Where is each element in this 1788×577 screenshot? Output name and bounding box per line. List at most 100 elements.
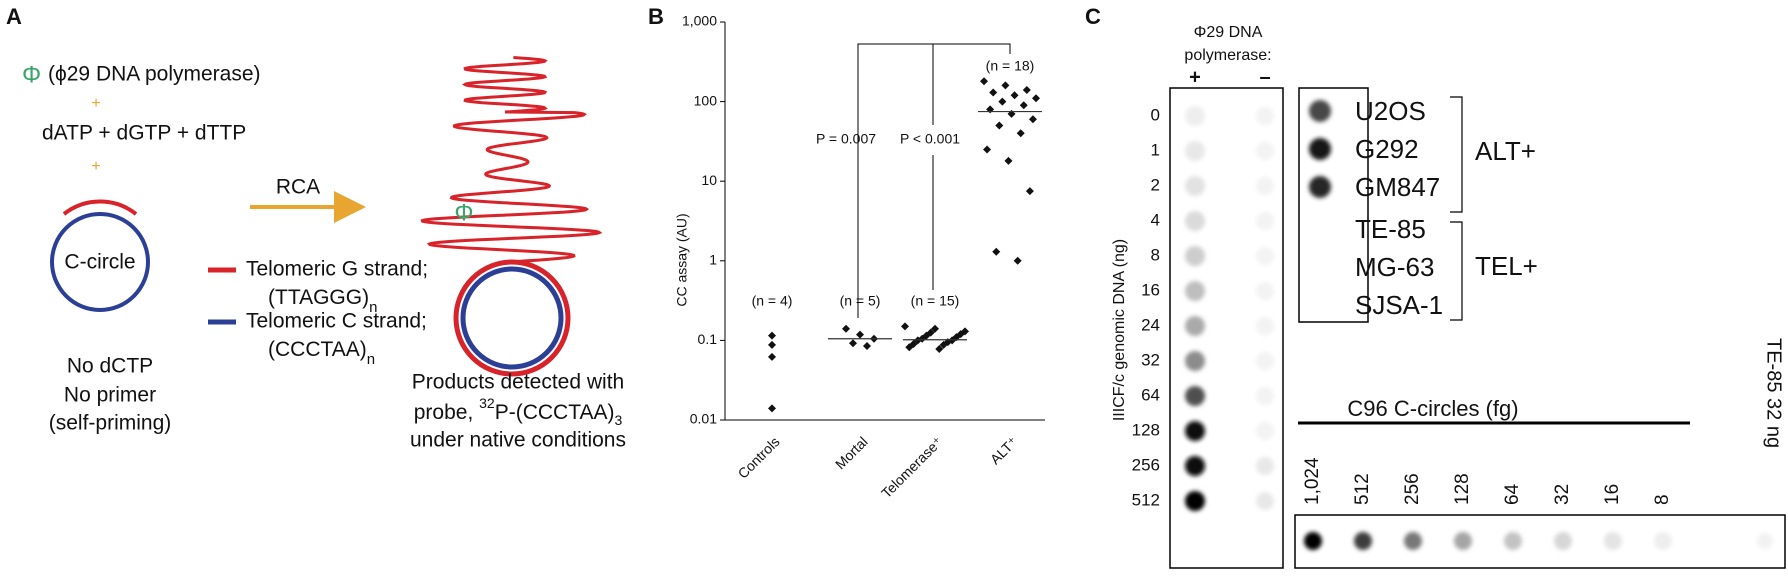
cell-line: U2OS	[1355, 96, 1426, 126]
minus: –	[1259, 66, 1270, 88]
dot	[1185, 281, 1205, 301]
data-point	[768, 404, 776, 413]
dot	[1185, 491, 1205, 511]
n-label: (n = 18)	[986, 58, 1035, 74]
seq: (CCCTAA)	[268, 338, 367, 361]
y-tick-label: 1,000	[682, 13, 717, 29]
cell-line: TE-85	[1355, 214, 1426, 244]
dot	[1354, 532, 1372, 550]
rca-product	[420, 56, 603, 264]
dot	[1256, 247, 1274, 265]
dot	[1757, 533, 1773, 549]
dot	[1185, 246, 1205, 266]
data-point	[995, 121, 1004, 130]
g-strand	[62, 199, 138, 216]
standard-label: 1,024	[1302, 457, 1323, 505]
data-point	[856, 330, 864, 339]
y-tick-label: 0.01	[690, 411, 717, 427]
row-label: 1	[1151, 140, 1160, 159]
group-label: TEL+	[1475, 251, 1538, 281]
dot	[1554, 532, 1572, 550]
cell-line: SJSA-1	[1355, 290, 1443, 320]
data-point	[863, 342, 871, 351]
data-point	[1022, 85, 1031, 94]
y-tick-label: 100	[694, 92, 718, 108]
circle-label: C-circle	[64, 251, 135, 274]
x-tick-label: Telomerase⁺	[878, 433, 946, 501]
p-value: P = 0.007	[816, 131, 876, 147]
data-point	[935, 344, 944, 353]
standards-frame	[1294, 514, 1786, 569]
rca-label: RCA	[276, 176, 320, 199]
dot	[1309, 138, 1331, 160]
subscript: n	[369, 299, 377, 316]
dot	[1256, 282, 1274, 300]
cell-line: MG-63	[1355, 252, 1434, 282]
dot	[1256, 317, 1274, 335]
legend-text: Telomeric G strand;	[246, 258, 428, 281]
dntps: dATP + dGTP + dTTP	[42, 122, 246, 145]
negative-label: TE-85 32 ng	[1763, 338, 1785, 448]
row-label: 128	[1132, 420, 1160, 439]
y-tick-label: 0.1	[698, 331, 718, 347]
legend-text: (TTAGGG)n	[268, 286, 377, 316]
n-label: (n = 4)	[752, 293, 793, 309]
dot	[1185, 176, 1205, 196]
legend-text: Telomeric C strand;	[246, 310, 427, 333]
significance-bracket	[857, 43, 1011, 318]
data-point	[992, 247, 1001, 256]
dot	[1256, 142, 1274, 160]
data-point	[1032, 94, 1040, 103]
panel-label: B	[648, 4, 664, 29]
data-point	[1001, 81, 1010, 90]
plus: +	[1189, 66, 1201, 88]
dot	[1185, 106, 1205, 126]
seq: (TTAGGG)	[268, 286, 369, 309]
data-point	[989, 88, 998, 97]
data-point	[1019, 101, 1028, 110]
dot	[1304, 532, 1322, 550]
dot	[1185, 211, 1205, 231]
x-tick-label: Mortal	[832, 433, 871, 472]
plus: +	[91, 95, 100, 112]
x-tick-label: ALT⁺	[987, 433, 1021, 467]
dot	[1256, 212, 1274, 230]
phi-symbol: Φ	[22, 61, 41, 88]
dot	[1309, 176, 1331, 198]
bracket	[1450, 96, 1463, 321]
products: under native conditions	[410, 429, 626, 452]
row-label: 24	[1141, 315, 1160, 334]
data-point	[901, 322, 909, 331]
panel-label: C	[1085, 4, 1101, 29]
panel-label: A	[6, 4, 22, 29]
data-point	[905, 343, 914, 352]
dot	[1256, 387, 1274, 405]
dot	[1256, 492, 1274, 510]
product-c	[460, 266, 564, 370]
dot	[1309, 100, 1331, 122]
data-point	[931, 324, 939, 333]
dot	[1404, 532, 1422, 550]
standards-title: C96 C-circles (fg)	[1347, 396, 1518, 421]
products: probe, 32P-(CCCTAA)3	[414, 395, 623, 428]
row-label: 4	[1151, 210, 1160, 229]
dot	[1185, 421, 1205, 441]
x-tick-label: Controls	[735, 433, 783, 481]
data-point	[1013, 256, 1022, 265]
dot	[1604, 532, 1622, 550]
y-tick-label: 10	[701, 172, 717, 188]
data-point	[768, 331, 776, 340]
standard-label: 512	[1352, 473, 1373, 505]
data-point	[1010, 91, 1019, 100]
legend-text: (CCCTAA)n	[268, 338, 375, 368]
polymerase: (ϕ29 DNA polymerase)	[48, 63, 261, 86]
row-label: 8	[1151, 245, 1160, 264]
c-circle	[50, 212, 150, 312]
data-point	[768, 340, 776, 349]
condition: No dCTP	[67, 355, 153, 378]
row-label: 16	[1141, 280, 1160, 299]
row-label: 256	[1132, 455, 1160, 474]
subscript: 3	[614, 412, 622, 428]
standard-label: 32	[1552, 484, 1573, 505]
data-point	[849, 339, 857, 348]
